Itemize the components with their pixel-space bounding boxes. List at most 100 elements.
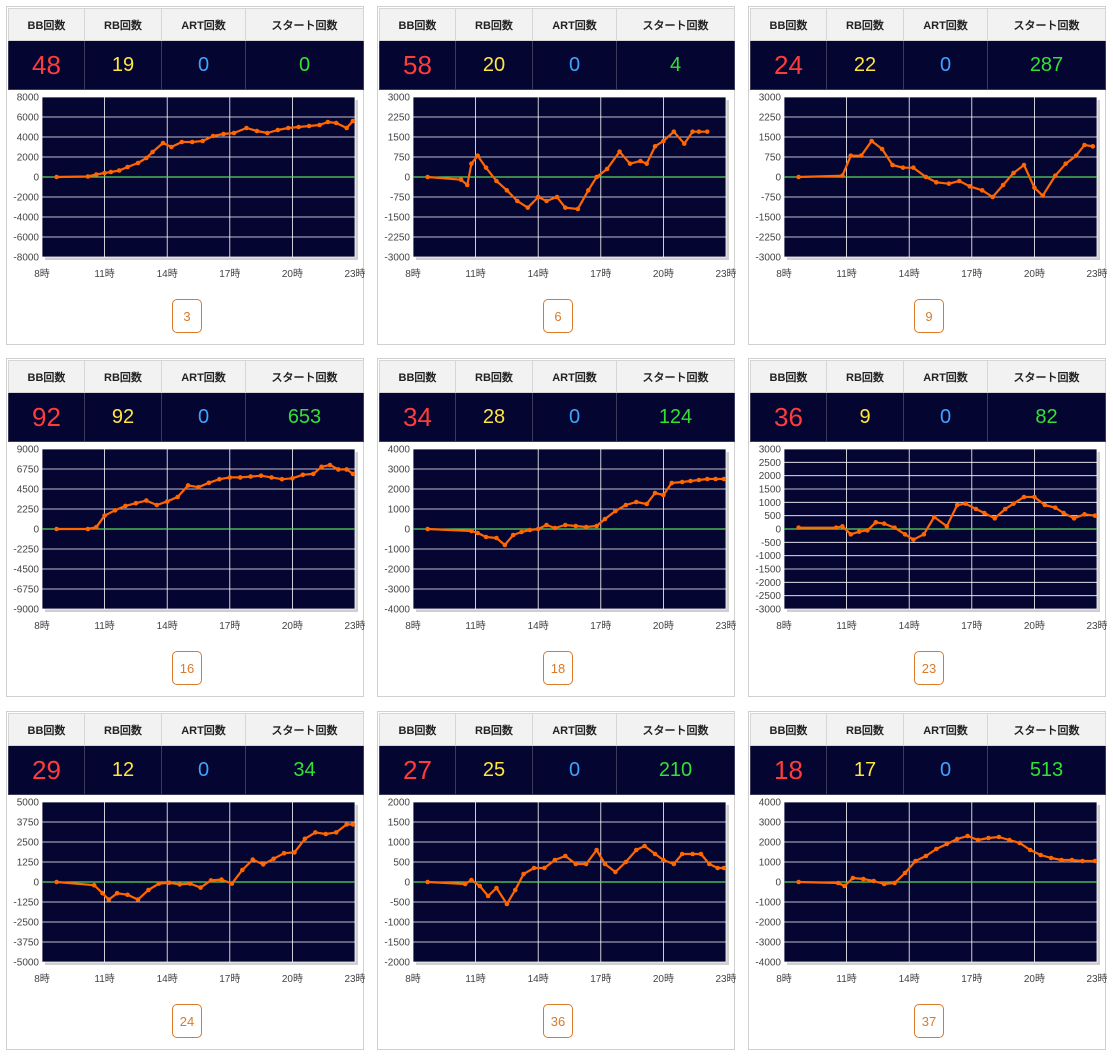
y-tick-label: 4500 xyxy=(17,485,40,496)
data-point xyxy=(911,537,916,542)
data-point xyxy=(594,523,599,529)
data-point xyxy=(210,133,216,139)
x-tick-label: 17時 xyxy=(219,620,240,632)
data-point xyxy=(594,174,599,180)
data-point xyxy=(902,870,908,876)
data-point xyxy=(644,161,650,166)
data-point xyxy=(483,165,489,170)
x-tick-label: 20時 xyxy=(653,973,674,985)
data-point xyxy=(240,867,245,873)
x-tick-label: 14時 xyxy=(899,973,920,985)
bb-header: BB回数 xyxy=(8,8,85,41)
stats-table: BB回数 RB回数 ART回数 スタート回数 48 19 0 0 xyxy=(8,8,364,90)
data-point xyxy=(116,168,122,173)
bb-count: 36 xyxy=(750,392,827,442)
data-point xyxy=(1032,494,1037,500)
data-point xyxy=(585,188,591,193)
machine-card: BB回数 RB回数 ART回数 スタート回数 18 17 0 513 37 40… xyxy=(748,711,1107,1050)
data-point xyxy=(623,859,629,865)
machine-number-button[interactable]: 18 xyxy=(543,651,573,685)
data-point xyxy=(177,882,183,887)
data-point xyxy=(869,138,874,144)
x-tick-label: 17時 xyxy=(590,973,611,985)
y-tick-label: -3000 xyxy=(384,585,410,596)
data-point xyxy=(150,149,155,155)
machine-number-button[interactable]: 36 xyxy=(543,1004,573,1038)
y-tick-label: 3000 xyxy=(759,818,782,829)
balance-chart: 4000 3000 2000 1000 0 -1000 -2000 -3000 -4000 8時 1… xyxy=(384,445,736,633)
data-point xyxy=(133,500,139,506)
bb-header: BB回数 xyxy=(379,8,456,41)
stats-table: BB回数 RB回数 ART回数 スタート回数 92 92 0 653 xyxy=(8,360,364,442)
machine-number-button[interactable]: 37 xyxy=(914,1004,944,1038)
y-tick-label: 500 xyxy=(393,858,410,869)
data-point xyxy=(1092,858,1098,864)
data-point xyxy=(652,144,658,149)
data-point xyxy=(196,484,201,490)
machine-number-button[interactable]: 9 xyxy=(914,299,944,333)
y-tick-label: 1000 xyxy=(759,498,782,509)
y-tick-label: 1000 xyxy=(388,505,411,516)
data-point xyxy=(1002,506,1008,512)
data-point xyxy=(200,138,205,144)
y-tick-label: 1500 xyxy=(759,133,782,144)
machine-number-button[interactable]: 23 xyxy=(914,651,944,685)
machine-number-button[interactable]: 16 xyxy=(172,651,202,685)
bb-header: BB回数 xyxy=(750,713,827,746)
data-point xyxy=(860,876,866,882)
y-tick-label: 2000 xyxy=(388,485,411,496)
start-header: スタート回数 xyxy=(616,8,735,41)
data-point xyxy=(344,467,349,472)
machine-number-button[interactable]: 24 xyxy=(172,1004,202,1038)
data-point xyxy=(1071,516,1077,521)
data-point xyxy=(996,834,1002,840)
data-point xyxy=(85,526,91,532)
data-point xyxy=(525,205,531,210)
y-tick-label: 0 xyxy=(404,173,410,184)
data-point xyxy=(967,184,973,189)
data-point xyxy=(185,483,191,488)
data-point xyxy=(350,471,356,477)
x-tick-label: 11時 xyxy=(94,268,114,280)
data-point xyxy=(796,879,801,885)
data-point xyxy=(333,120,339,126)
stats-table: BB回数 RB回数 ART回数 スタート回数 18 17 0 513 xyxy=(750,713,1106,795)
rb-count: 9 xyxy=(826,392,904,442)
data-point xyxy=(269,475,274,480)
bb-count: 18 xyxy=(750,745,827,795)
data-point xyxy=(840,524,845,529)
machine-number-button[interactable]: 3 xyxy=(172,299,202,333)
x-tick-label: 20時 xyxy=(282,973,303,985)
data-point xyxy=(796,525,801,530)
data-point xyxy=(1059,857,1064,863)
data-point xyxy=(575,206,581,212)
x-tick-label: 11時 xyxy=(465,268,485,280)
x-tick-label: 11時 xyxy=(465,973,485,985)
data-point xyxy=(231,130,237,136)
bb-header: BB回数 xyxy=(379,360,456,393)
data-point xyxy=(688,478,693,484)
balance-chart: 8000 6000 4000 2000 0 -2000 -4000 -6000 -8000 8時 1… xyxy=(13,93,365,281)
data-point xyxy=(856,529,862,534)
art-count: 0 xyxy=(903,745,988,795)
data-point xyxy=(902,532,908,537)
balance-chart: 3000 2500 2000 1500 1000 500 0 -500 -1000 -1500 -2… xyxy=(755,445,1107,633)
x-tick-label: 14時 xyxy=(157,268,178,280)
data-point xyxy=(1090,144,1096,149)
data-point xyxy=(54,526,59,532)
machine-number-button[interactable]: 6 xyxy=(543,299,573,333)
start-count: 287 xyxy=(987,40,1106,90)
x-tick-label: 8時 xyxy=(776,973,792,985)
data-point xyxy=(879,146,885,152)
data-point xyxy=(217,476,222,482)
data-point xyxy=(1073,153,1079,158)
data-point xyxy=(108,169,114,175)
y-tick-label: 0 xyxy=(775,173,781,184)
data-point xyxy=(521,871,526,877)
data-point xyxy=(102,513,107,518)
balance-chart: 3000 2250 1500 750 0 -750 -1500 -2250 -3000 8時 11時… xyxy=(384,93,736,281)
data-point xyxy=(544,522,549,528)
machine-card: BB回数 RB回数 ART回数 スタート回数 48 19 0 0 3 8000 6… xyxy=(6,6,365,345)
data-point xyxy=(350,118,356,124)
data-point xyxy=(279,476,285,482)
